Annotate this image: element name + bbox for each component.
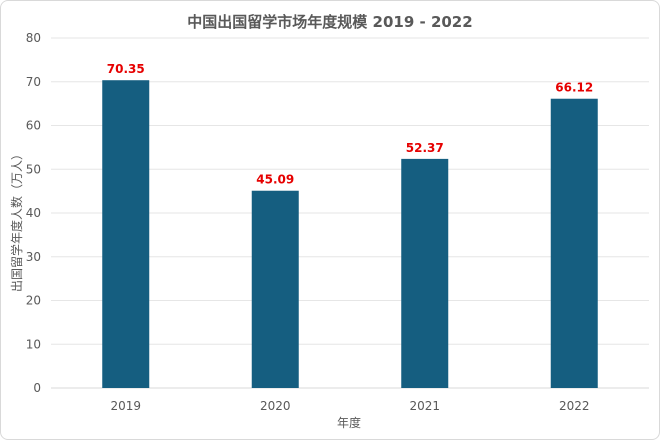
bar-2019 <box>102 80 150 388</box>
x-axis-ticks: 2019 2020 2021 2022 <box>110 399 589 413</box>
y-axis-title: 出国留学年度人数（万人） <box>9 148 24 292</box>
data-label-2021: 52.37 <box>406 141 444 155</box>
data-label-2020: 45.09 <box>256 173 294 187</box>
y-tick-label: 60 <box>26 119 41 133</box>
x-tick-label: 2021 <box>409 399 440 413</box>
y-tick-label: 50 <box>26 162 41 176</box>
bar-2022 <box>550 98 598 388</box>
y-tick-label: 10 <box>26 337 41 351</box>
y-tick-label: 80 <box>26 31 41 45</box>
y-tick-label: 0 <box>33 381 41 395</box>
y-tick-label: 30 <box>26 250 41 264</box>
x-tick-label: 2019 <box>110 399 141 413</box>
data-label-2022: 66.12 <box>555 81 593 95</box>
x-tick-label: 2020 <box>260 399 291 413</box>
y-axis-ticks: 0 10 20 30 40 50 60 70 80 <box>26 31 41 395</box>
data-labels: 70.35 45.09 52.37 66.12 <box>107 62 593 187</box>
bar-2021 <box>401 158 449 388</box>
y-tick-label: 70 <box>26 75 41 89</box>
chart-title: 中国出国留学市场年度规模 2019 - 2022 <box>187 13 472 31</box>
bars <box>102 80 598 388</box>
data-label-2019: 70.35 <box>107 62 145 76</box>
bar-2020 <box>251 190 299 388</box>
y-tick-label: 20 <box>26 294 41 308</box>
y-tick-label: 40 <box>26 206 41 220</box>
x-tick-label: 2022 <box>559 399 590 413</box>
gridlines <box>51 37 649 389</box>
x-axis-title: 年度 <box>337 415 361 430</box>
